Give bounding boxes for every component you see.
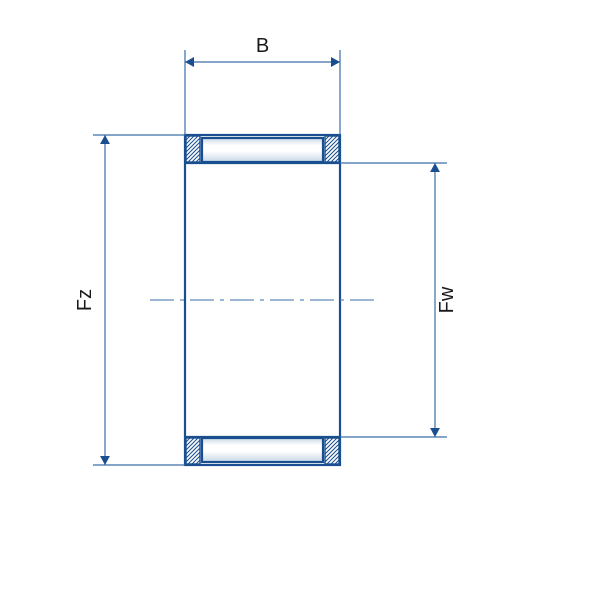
label-b: B: [256, 35, 269, 57]
label-fz: Fz: [74, 289, 96, 311]
label-fw: Fw: [436, 286, 458, 313]
